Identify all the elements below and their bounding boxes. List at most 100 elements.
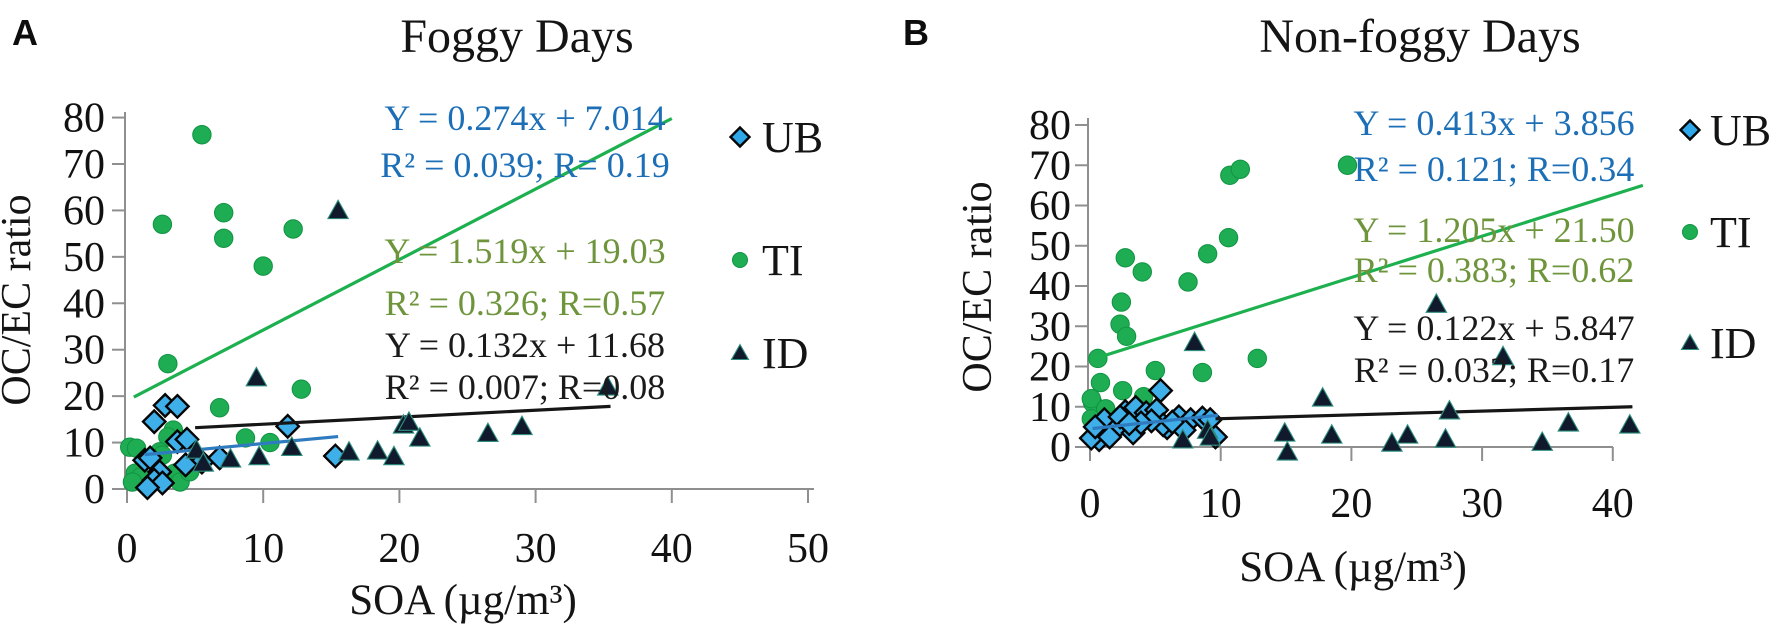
y-axis-label: OC/EC ratio <box>0 194 40 405</box>
y-tick-label: 20 <box>63 374 105 420</box>
legend-label-ti: TI <box>1710 208 1752 257</box>
data-point-id <box>510 414 534 436</box>
data-point-ti <box>209 398 230 418</box>
data-point-id <box>185 438 208 459</box>
equation-ub: Y = 0.274x + 7.014 <box>384 98 665 138</box>
data-point-id <box>337 440 361 461</box>
x-tick-label: 40 <box>1592 481 1634 527</box>
data-point-id <box>408 426 431 447</box>
equation-ti: Y = 1.205x + 21.50 <box>1353 210 1634 250</box>
data-point-id <box>596 375 619 396</box>
x-tick-label: 0 <box>117 526 138 572</box>
x-tick-label: 50 <box>787 526 829 572</box>
y-tick-label: 50 <box>1029 224 1071 270</box>
r-squared-id: R² = 0.007; R=0.08 <box>385 367 665 407</box>
data-point-id <box>1434 427 1457 448</box>
data-point-id <box>192 451 215 472</box>
legend-label-id: ID <box>762 329 808 378</box>
equation-ub: Y = 0.413x + 3.856 <box>1353 103 1634 143</box>
data-point-id <box>1396 423 1419 444</box>
data-point-ub <box>134 474 161 501</box>
data-point-id <box>1618 413 1641 434</box>
x-tick-label: 20 <box>378 526 420 572</box>
x-axis-label: SOA (µg/m³) <box>1239 544 1467 591</box>
data-point-ti <box>291 379 312 399</box>
r-squared-id: R² = 0.032; R=0.17 <box>1354 350 1634 390</box>
legend-marker-ub <box>1678 118 1702 142</box>
data-point-id <box>476 421 500 443</box>
x-tick-label: 20 <box>1330 481 1372 527</box>
data-point-ti <box>1337 155 1358 175</box>
fit-line-ub <box>144 434 339 457</box>
legend-marker-id <box>730 343 750 361</box>
data-point-ti <box>1178 272 1198 292</box>
legend-label-ub: UB <box>762 113 823 162</box>
chart-title: Foggy Days <box>400 10 633 63</box>
legend-label-id: ID <box>1710 319 1756 368</box>
data-point-ti <box>1218 228 1239 248</box>
data-point-ub <box>141 408 168 435</box>
chart-title: Non-foggy Days <box>1259 10 1580 63</box>
data-point-id <box>1199 425 1222 446</box>
data-point-id <box>247 445 271 466</box>
legend-label-ub: UB <box>1710 106 1771 155</box>
y-axis-label: OC/EC ratio <box>955 181 1001 392</box>
data-point-id <box>245 366 268 387</box>
legend-marker-id <box>1680 333 1700 351</box>
panel-a-letter: A <box>12 12 38 53</box>
x-tick-label: 10 <box>1200 481 1242 527</box>
data-point-ti <box>1111 292 1132 312</box>
y-tick-label: 80 <box>1029 103 1071 149</box>
y-tick-label: 80 <box>63 96 105 142</box>
data-point-id <box>1557 411 1580 432</box>
data-point-id <box>326 199 350 220</box>
data-point-ti <box>1247 348 1267 369</box>
legend-marker-ub <box>728 125 752 149</box>
y-tick-label: 30 <box>63 328 105 374</box>
r-squared-ti: R² = 0.326; R=0.57 <box>385 283 665 323</box>
x-tick-label: 0 <box>1080 481 1101 527</box>
data-point-id <box>1491 345 1515 366</box>
y-tick-label: 30 <box>1029 304 1071 350</box>
data-point-ti <box>253 256 273 276</box>
data-point-ti <box>1115 248 1135 268</box>
data-point-ub <box>164 393 191 420</box>
data-point-ti <box>214 228 234 248</box>
data-point-ti <box>158 353 178 374</box>
data-point-ti <box>1112 380 1133 401</box>
data-point-id <box>1531 430 1554 451</box>
data-point-ub <box>172 451 199 478</box>
data-point-ti <box>214 203 234 223</box>
data-point-id <box>1171 428 1194 449</box>
data-point-id <box>280 435 303 456</box>
data-point-id <box>382 445 406 466</box>
equation-ti: Y = 1.519x + 19.03 <box>384 231 665 271</box>
data-point-id <box>366 439 389 460</box>
data-point-id <box>1311 386 1334 407</box>
y-tick-label: 0 <box>84 467 105 513</box>
data-point-ti <box>1081 389 1102 409</box>
legend-marker-ti <box>1682 224 1698 240</box>
panel-b-letter: B <box>903 12 929 53</box>
x-tick-label: 30 <box>1461 481 1503 527</box>
x-tick-label: 40 <box>651 526 693 572</box>
data-point-ti <box>1145 360 1166 381</box>
y-tick-label: 70 <box>63 142 105 188</box>
data-point-id <box>1273 421 1296 442</box>
data-point-id <box>397 410 421 431</box>
data-point-id <box>1183 331 1206 352</box>
data-point-ub <box>274 413 301 440</box>
fit-line-id <box>1215 405 1633 421</box>
y-tick-label: 0 <box>1050 425 1071 471</box>
data-point-ti <box>1230 159 1251 179</box>
data-point-id <box>1425 292 1448 313</box>
x-tick-label: 10 <box>242 526 284 572</box>
data-point-id <box>1276 440 1299 461</box>
data-point-ti <box>192 125 212 145</box>
fit-line-ub <box>1092 413 1219 431</box>
data-point-ti <box>1197 244 1218 264</box>
y-tick-label: 10 <box>1029 385 1071 431</box>
y-tick-label: 60 <box>1029 184 1071 230</box>
x-axis-label: SOA (µg/m³) <box>349 577 577 624</box>
